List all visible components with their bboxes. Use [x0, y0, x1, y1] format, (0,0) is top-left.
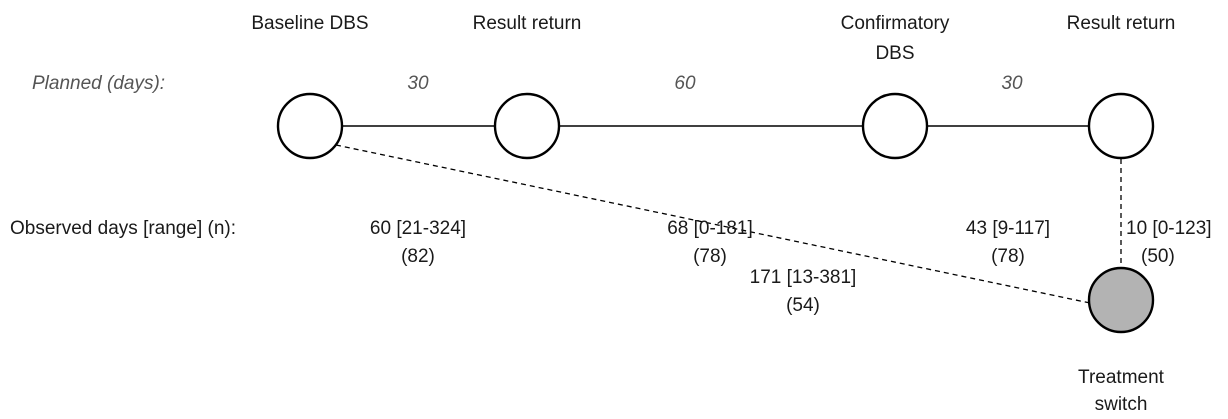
node-result-return-2: [1087, 92, 1155, 160]
label-confirmatory-line1: Confirmatory: [840, 13, 950, 34]
planned-days-label: Planned (days):: [32, 73, 166, 94]
planned-value-1: 30: [407, 73, 429, 94]
observed-n-diagonal: (54): [786, 295, 820, 316]
observed-n-1: (82): [401, 246, 435, 267]
label-treatment-line1: Treatment: [1078, 367, 1164, 388]
observed-range-4: 10 [0-123]: [1126, 218, 1212, 239]
label-result-return-2: Result return: [1066, 13, 1176, 34]
observed-range-diagonal: 171 [13-381]: [749, 267, 857, 288]
observed-range-1: 60 [21-324]: [369, 218, 467, 239]
node-confirmatory-dbs: [861, 92, 929, 160]
label-treatment-line2: switch: [1094, 394, 1148, 415]
label-confirmatory-line2: DBS: [875, 43, 915, 64]
observed-days-label: Observed days [range] (n):: [10, 218, 236, 239]
label-baseline-dbs: Baseline DBS: [251, 13, 369, 34]
observed-n-3: (78): [991, 246, 1025, 267]
node-baseline-dbs: [276, 92, 344, 160]
node-treatment-switch: [1087, 266, 1155, 334]
node-result-return-1: [493, 92, 561, 160]
observed-range-3: 43 [9-117]: [965, 218, 1051, 239]
observed-range-2: 68 [0-181]: [667, 218, 753, 239]
dashed-baseline-to-switch: [335, 144, 1091, 304]
label-result-return-1: Result return: [472, 13, 582, 34]
planned-value-3: 30: [1001, 73, 1023, 94]
observed-n-4: (50): [1141, 246, 1175, 267]
observed-n-2: (78): [693, 246, 727, 267]
planned-value-2: 60: [674, 73, 696, 94]
